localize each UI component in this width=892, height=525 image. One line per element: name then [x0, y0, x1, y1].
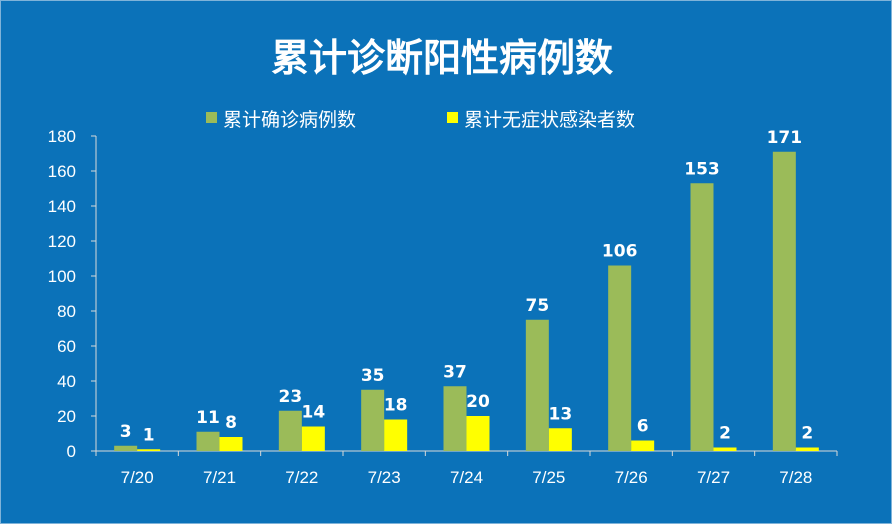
data-label-confirmed: 35 [361, 366, 385, 386]
bar-confirmed [278, 410, 302, 451]
data-label-asymptomatic: 2 [719, 424, 731, 444]
legend-label-confirmed: 累计确诊病例数 [223, 109, 356, 131]
y-tick-label: 60 [57, 337, 76, 356]
legend-label-asymptomatic: 累计无症状感染者数 [464, 109, 635, 131]
bar-asymptomatic [384, 419, 408, 451]
bar-confirmed [525, 319, 549, 451]
data-label-confirmed: 23 [278, 387, 302, 407]
data-label-confirmed: 153 [684, 159, 720, 179]
x-tick-label: 7/22 [285, 468, 318, 487]
bar-asymptomatic [137, 449, 161, 451]
y-tick-label: 0 [67, 442, 76, 461]
data-label-asymptomatic: 13 [548, 404, 572, 424]
y-tick-label: 80 [57, 302, 76, 321]
x-tick-label: 7/23 [368, 468, 401, 487]
bars [114, 151, 819, 451]
legend-swatch-confirmed [206, 112, 217, 123]
chart-title: 累计诊断阳性病例数 [271, 36, 613, 80]
bar-asymptomatic [301, 426, 325, 451]
data-label-asymptomatic: 6 [637, 417, 649, 437]
x-tick-label: 7/27 [697, 468, 730, 487]
y-tick-label: 40 [57, 372, 76, 391]
data-label-confirmed: 37 [443, 362, 467, 382]
x-tick-label: 7/21 [203, 468, 236, 487]
y-tick-label: 140 [48, 197, 76, 216]
data-label-asymptomatic: 20 [466, 392, 490, 412]
bar-confirmed [443, 386, 467, 451]
x-tick-label: 7/24 [450, 468, 483, 487]
data-label-asymptomatic: 2 [801, 424, 813, 444]
x-tick-label: 7/20 [121, 468, 154, 487]
y-tick-label: 20 [57, 407, 76, 426]
data-label-confirmed: 75 [525, 296, 549, 316]
bar-confirmed [608, 265, 632, 451]
x-axis: 7/20 7/21 7/22 7/23 7/24 7/25 7/26 7/27 7/28 [95, 450, 838, 487]
bar-asymptomatic [795, 447, 819, 451]
y-tick-label: 180 [48, 127, 76, 146]
x-tick-label: 7/25 [532, 468, 565, 487]
y-axis: 0 20 40 60 80 100 120 140 160 180 [48, 127, 97, 461]
data-label-confirmed: 11 [196, 408, 220, 428]
y-tick-label: 120 [48, 232, 76, 251]
bar-asymptomatic [219, 437, 243, 451]
x-tick-label: 7/28 [779, 468, 812, 487]
bar-confirmed [690, 183, 714, 451]
x-tick-label: 7/26 [615, 468, 648, 487]
bar-asymptomatic [713, 447, 737, 451]
data-label-asymptomatic: 8 [225, 413, 237, 433]
y-tick-label: 100 [48, 267, 76, 286]
bar-confirmed [772, 151, 796, 451]
data-label-confirmed: 106 [602, 242, 638, 262]
bar-asymptomatic [548, 428, 572, 451]
data-label-asymptomatic: 18 [384, 396, 408, 416]
data-label-asymptomatic: 14 [301, 403, 325, 423]
legend: 累计确诊病例数 累计无症状感染者数 [206, 109, 635, 131]
legend-swatch-asymptomatic [447, 112, 458, 123]
bar-confirmed [361, 389, 385, 451]
data-label-confirmed: 3 [120, 422, 132, 442]
bar-asymptomatic [466, 416, 490, 451]
bar-asymptomatic [631, 440, 655, 451]
y-tick-label: 160 [48, 162, 76, 181]
bar-confirmed [114, 445, 138, 451]
data-label-confirmed: 171 [767, 128, 803, 148]
bar-confirmed [196, 431, 220, 451]
data-label-asymptomatic: 1 [143, 425, 155, 445]
